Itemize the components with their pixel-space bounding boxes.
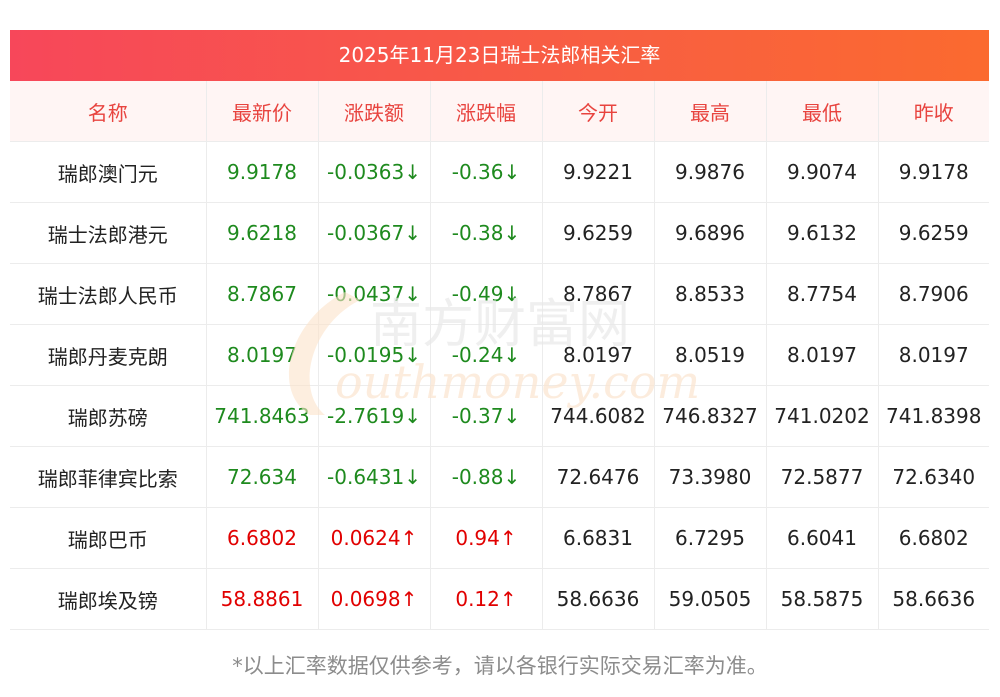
header-open: 今开 (542, 81, 655, 142)
header-low: 最低 (766, 81, 879, 142)
cell-latest: 72.634 (206, 446, 319, 508)
cell-change-pct: -0.88↓ (430, 446, 543, 508)
cell-prev-close: 741.8398 (878, 385, 989, 447)
cell-change: 0.0698↑ (318, 568, 431, 630)
cell-change-pct: -0.37↓ (430, 385, 543, 447)
cell-open: 744.6082 (542, 385, 655, 447)
cell-open: 8.7867 (542, 263, 655, 325)
table-row: 瑞士法郎人民币 8.7867 -0.0437↓ -0.49↓ 8.7867 8.8533 8… (10, 263, 989, 325)
cell-change: -0.6431↓ (318, 446, 431, 508)
header-change: 涨跌额 (318, 81, 431, 142)
table-row: 瑞郎苏磅 741.8463 -2.7619↓ -0.37↓ 744.6082 746.83… (10, 385, 989, 447)
cell-change: -2.7619↓ (318, 385, 431, 447)
cell-change: -0.0195↓ (318, 324, 431, 386)
cell-change-pct: -0.49↓ (430, 263, 543, 325)
header-change-pct: 涨跌幅 (430, 81, 543, 142)
cell-latest: 8.7867 (206, 263, 319, 325)
header-name: 名称 (10, 81, 207, 142)
cell-low: 9.9074 (766, 141, 879, 203)
cell-high: 73.3980 (654, 446, 767, 508)
table-row: 瑞郎巴币 6.6802 0.0624↑ 0.94↑ 6.6831 6.7295 6.6041… (10, 507, 989, 569)
cell-open: 8.0197 (542, 324, 655, 386)
cell-change: -0.0437↓ (318, 263, 431, 325)
cell-change-pct: -0.36↓ (430, 141, 543, 203)
cell-latest: 9.6218 (206, 202, 319, 264)
cell-open: 9.6259 (542, 202, 655, 264)
table-row: 瑞郎丹麦克朗 8.0197 -0.0195↓ -0.24↓ 8.0197 8.0519 8.… (10, 324, 989, 386)
cell-high: 8.0519 (654, 324, 767, 386)
cell-name: 瑞郎埃及镑 (10, 568, 207, 630)
cell-name: 瑞士法郎人民币 (10, 263, 207, 325)
table-title: 2025年11月23日瑞士法郎相关汇率 (10, 30, 989, 81)
cell-change-pct: -0.38↓ (430, 202, 543, 264)
cell-change-pct: -0.24↓ (430, 324, 543, 386)
cell-name: 瑞士法郎港元 (10, 202, 207, 264)
cell-change-pct: 0.94↑ (430, 507, 543, 569)
table-row: 瑞士法郎港元 9.6218 -0.0367↓ -0.38↓ 9.6259 9.6896 9.… (10, 202, 989, 264)
cell-prev-close: 72.6340 (878, 446, 989, 508)
table-header-row: 名称 最新价 涨跌额 涨跌幅 今开 最高 最低 昨收 (10, 81, 989, 142)
cell-high: 8.8533 (654, 263, 767, 325)
cell-low: 9.6132 (766, 202, 879, 264)
table-row: 瑞郎菲律宾比索 72.634 -0.6431↓ -0.88↓ 72.6476 73.398… (10, 446, 989, 508)
cell-high: 9.9876 (654, 141, 767, 203)
cell-high: 6.7295 (654, 507, 767, 569)
cell-high: 746.8327 (654, 385, 767, 447)
header-latest: 最新价 (206, 81, 319, 142)
cell-name: 瑞郎巴币 (10, 507, 207, 569)
cell-open: 6.6831 (542, 507, 655, 569)
cell-change: -0.0367↓ (318, 202, 431, 264)
cell-high: 9.6896 (654, 202, 767, 264)
cell-prev-close: 6.6802 (878, 507, 989, 569)
rate-table-panel: 2025年11月23日瑞士法郎相关汇率 名称 最新价 涨跌额 涨跌幅 今开 最高… (10, 30, 989, 630)
cell-name: 瑞郎菲律宾比索 (10, 446, 207, 508)
cell-prev-close: 8.0197 (878, 324, 989, 386)
cell-open: 9.9221 (542, 141, 655, 203)
cell-change: 0.0624↑ (318, 507, 431, 569)
header-prev-close: 昨收 (878, 81, 989, 142)
cell-prev-close: 9.9178 (878, 141, 989, 203)
cell-latest: 9.9178 (206, 141, 319, 203)
cell-name: 瑞郎苏磅 (10, 385, 207, 447)
cell-latest: 6.6802 (206, 507, 319, 569)
cell-prev-close: 8.7906 (878, 263, 989, 325)
cell-prev-close: 9.6259 (878, 202, 989, 264)
cell-low: 8.7754 (766, 263, 879, 325)
header-high: 最高 (654, 81, 767, 142)
cell-low: 8.0197 (766, 324, 879, 386)
rate-table: 名称 最新价 涨跌额 涨跌幅 今开 最高 最低 昨收 瑞郎澳门元 9.9178 -0… (10, 81, 989, 630)
cell-name: 瑞郎澳门元 (10, 141, 207, 203)
cell-low: 58.5875 (766, 568, 879, 630)
table-row: 瑞郎埃及镑 58.8861 0.0698↑ 0.12↑ 58.6636 59.0505 58… (10, 568, 989, 630)
cell-low: 741.0202 (766, 385, 879, 447)
cell-low: 6.6041 (766, 507, 879, 569)
cell-prev-close: 58.6636 (878, 568, 989, 630)
cell-latest: 741.8463 (206, 385, 319, 447)
cell-change-pct: 0.12↑ (430, 568, 543, 630)
disclaimer-note: *以上汇率数据仅供参考，请以各银行实际交易汇率为准。 (232, 654, 768, 678)
cell-latest: 58.8861 (206, 568, 319, 630)
cell-open: 58.6636 (542, 568, 655, 630)
cell-name: 瑞郎丹麦克朗 (10, 324, 207, 386)
cell-latest: 8.0197 (206, 324, 319, 386)
cell-high: 59.0505 (654, 568, 767, 630)
table-row: 瑞郎澳门元 9.9178 -0.0363↓ -0.36↓ 9.9221 9.9876 9.9… (10, 141, 989, 203)
cell-change: -0.0363↓ (318, 141, 431, 203)
cell-low: 72.5877 (766, 446, 879, 508)
cell-open: 72.6476 (542, 446, 655, 508)
table-body: 瑞郎澳门元 9.9178 -0.0363↓ -0.36↓ 9.9221 9.9876 9.9… (10, 141, 989, 630)
